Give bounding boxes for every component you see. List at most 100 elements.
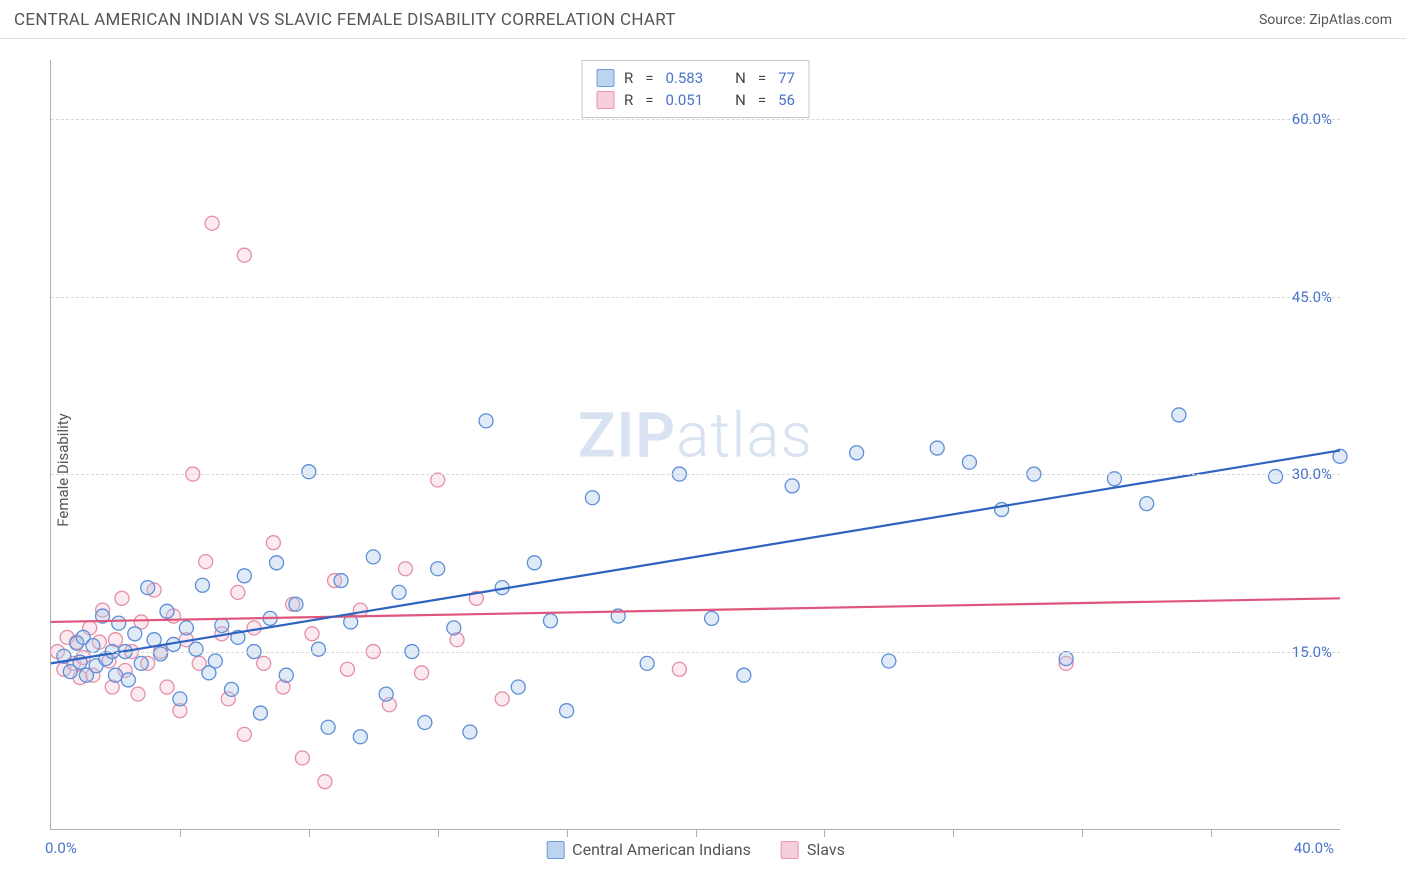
data-point xyxy=(415,666,429,680)
data-point xyxy=(141,581,155,595)
data-point xyxy=(1059,652,1073,666)
data-point xyxy=(215,619,229,633)
data-point xyxy=(189,642,203,656)
chart-area: Female Disability ZIPatlas R = 0.583 N =… xyxy=(0,48,1406,892)
x-tick xyxy=(438,829,439,837)
data-point xyxy=(311,642,325,656)
data-point xyxy=(672,662,686,676)
data-point xyxy=(353,603,367,617)
x-tick xyxy=(1082,829,1083,837)
data-point xyxy=(208,654,222,668)
data-point xyxy=(247,621,261,635)
x-tick xyxy=(309,829,310,837)
data-point xyxy=(115,591,129,605)
x-tick xyxy=(1211,829,1212,837)
data-point xyxy=(321,720,335,734)
data-point xyxy=(463,725,477,739)
data-point xyxy=(527,556,541,570)
gridline xyxy=(51,652,1340,653)
data-point xyxy=(253,706,267,720)
data-point xyxy=(585,491,599,505)
data-point xyxy=(1140,497,1154,511)
data-point xyxy=(737,668,751,682)
data-point xyxy=(199,555,213,569)
data-point xyxy=(86,639,100,653)
data-point xyxy=(495,692,509,706)
legend-item-cai: Central American Indians xyxy=(546,840,751,859)
y-tick-label: 45.0% xyxy=(1292,288,1332,306)
data-point xyxy=(785,479,799,493)
data-point xyxy=(131,687,145,701)
data-point xyxy=(305,627,319,641)
data-point xyxy=(1269,469,1283,483)
data-point xyxy=(447,621,461,635)
data-point xyxy=(930,441,944,455)
data-point xyxy=(160,680,174,694)
data-point xyxy=(295,751,309,765)
chart-header: CENTRAL AMERICAN INDIAN VS SLAVIC FEMALE… xyxy=(0,0,1406,39)
data-point xyxy=(418,716,432,730)
data-point xyxy=(1172,408,1186,422)
data-point xyxy=(237,569,251,583)
y-tick-label: 30.0% xyxy=(1292,465,1332,483)
data-point xyxy=(266,536,280,550)
data-point xyxy=(392,585,406,599)
y-tick-label: 15.0% xyxy=(1292,643,1332,661)
data-point xyxy=(962,455,976,469)
series-legend: Central American Indians Slavs xyxy=(546,840,845,859)
x-tick xyxy=(696,829,697,837)
data-point xyxy=(353,730,367,744)
data-point xyxy=(108,668,122,682)
data-point xyxy=(302,465,316,479)
legend-label-cai: Central American Indians xyxy=(572,840,751,859)
data-point xyxy=(640,656,654,670)
data-point xyxy=(237,248,251,262)
data-point xyxy=(112,616,126,630)
data-point xyxy=(334,574,348,588)
data-point xyxy=(179,621,193,635)
gridline xyxy=(51,474,1340,475)
legend-item-slavs: Slavs xyxy=(781,840,845,859)
swatch-cai-icon xyxy=(546,841,564,859)
legend-label-slavs: Slavs xyxy=(807,840,845,859)
data-point xyxy=(128,627,142,641)
y-tick-label: 60.0% xyxy=(1292,110,1332,128)
trend-line xyxy=(51,450,1340,663)
data-point xyxy=(318,775,332,789)
swatch-slavs-icon xyxy=(781,841,799,859)
data-point xyxy=(882,654,896,668)
data-point xyxy=(398,562,412,576)
data-point xyxy=(340,662,354,676)
data-point xyxy=(205,216,219,230)
data-point xyxy=(850,446,864,460)
chart-source: Source: ZipAtlas.com xyxy=(1259,12,1392,28)
data-point xyxy=(431,562,445,576)
x-origin-label: 0.0% xyxy=(45,839,77,857)
data-point xyxy=(237,727,251,741)
data-point xyxy=(366,550,380,564)
plot-region: ZIPatlas R = 0.583 N = 77 R = 0.051 N = xyxy=(50,60,1340,830)
trend-line xyxy=(51,598,1340,622)
data-point xyxy=(173,692,187,706)
data-point xyxy=(154,647,168,661)
x-tick xyxy=(180,829,181,837)
gridline xyxy=(51,297,1340,298)
data-point xyxy=(543,614,557,628)
x-tick xyxy=(567,829,568,837)
data-point xyxy=(289,597,303,611)
data-point xyxy=(479,414,493,428)
data-point xyxy=(705,611,719,625)
data-point xyxy=(134,656,148,670)
data-point xyxy=(231,585,245,599)
data-point xyxy=(511,680,525,694)
data-point xyxy=(270,556,284,570)
data-point xyxy=(160,604,174,618)
scatter-svg xyxy=(51,60,1340,829)
gridline xyxy=(51,119,1340,120)
data-point xyxy=(279,668,293,682)
data-point xyxy=(195,578,209,592)
data-point xyxy=(121,673,135,687)
data-point xyxy=(431,473,445,487)
chart-title: CENTRAL AMERICAN INDIAN VS SLAVIC FEMALE… xyxy=(14,10,676,30)
x-tick xyxy=(953,829,954,837)
